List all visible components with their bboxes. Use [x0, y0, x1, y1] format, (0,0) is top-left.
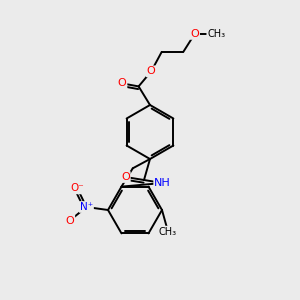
Text: O: O — [121, 172, 130, 182]
Text: O: O — [147, 66, 156, 76]
Text: N⁺: N⁺ — [80, 202, 93, 212]
Text: O⁻: O⁻ — [70, 183, 84, 194]
Text: CH₃: CH₃ — [207, 29, 225, 39]
Text: O: O — [65, 215, 74, 226]
Text: O: O — [118, 78, 127, 88]
Text: O: O — [190, 29, 199, 39]
Text: CH₃: CH₃ — [159, 226, 177, 237]
Text: NH: NH — [154, 178, 171, 188]
